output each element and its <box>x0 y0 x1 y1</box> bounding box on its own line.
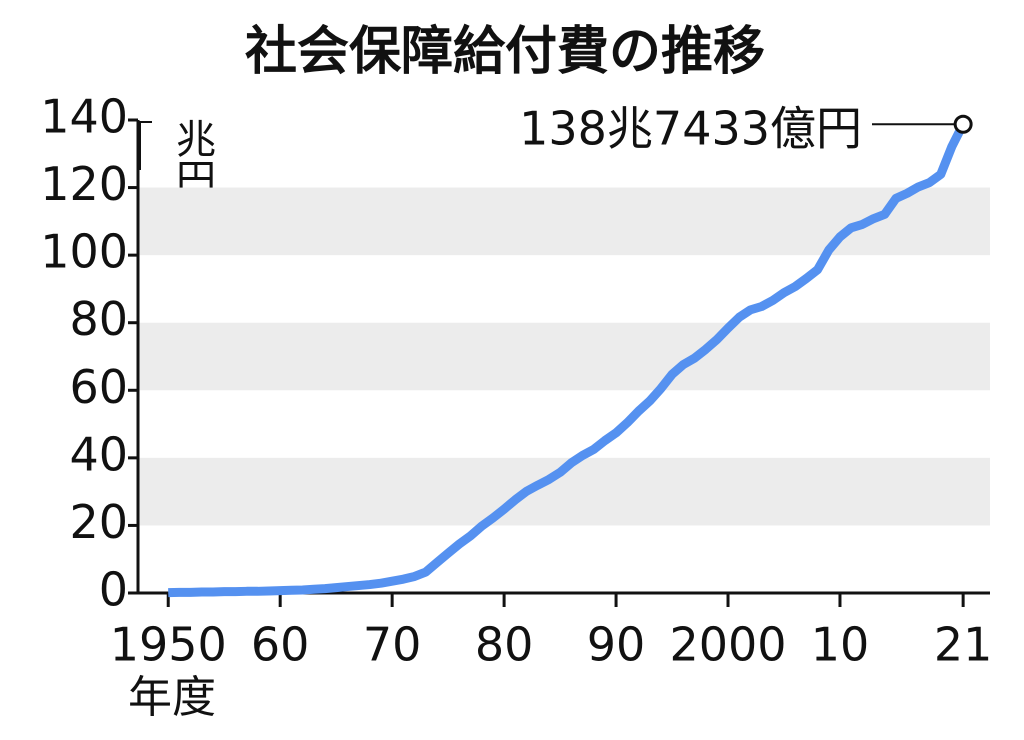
x-tick-label: 90 <box>587 618 646 672</box>
x-tick-label: 10 <box>811 618 870 672</box>
y-tick-label: 100 <box>40 225 128 279</box>
x-tick-label: 21 <box>934 618 993 672</box>
annotation: 138兆7433億円 <box>519 102 862 156</box>
chart-title: 社会保障給付費の推移 <box>245 22 765 82</box>
x-axis-label: 年度 <box>128 672 216 723</box>
x-tick-label: 2000 <box>669 618 786 672</box>
y-tick-label: 140 <box>40 90 128 144</box>
x-tick-label: 1950 <box>110 618 227 672</box>
x-tick-label: 70 <box>363 618 422 672</box>
y-tick-label: 60 <box>69 360 128 414</box>
y-tick-label: 80 <box>69 292 128 346</box>
grid-band <box>138 187 990 256</box>
y-tick-label: 120 <box>40 157 128 211</box>
y-tick-label: 0 <box>99 563 128 617</box>
unit-label: 兆円 <box>169 118 215 198</box>
y-tick-label: 40 <box>69 427 128 481</box>
grid-band <box>138 322 990 391</box>
x-tick-label: 80 <box>475 618 534 672</box>
data-line <box>168 122 968 598</box>
y-tick-label: 20 <box>69 495 128 549</box>
end-marker <box>953 114 973 134</box>
unit-bracket <box>139 121 152 170</box>
x-tick-label: 60 <box>251 618 310 672</box>
